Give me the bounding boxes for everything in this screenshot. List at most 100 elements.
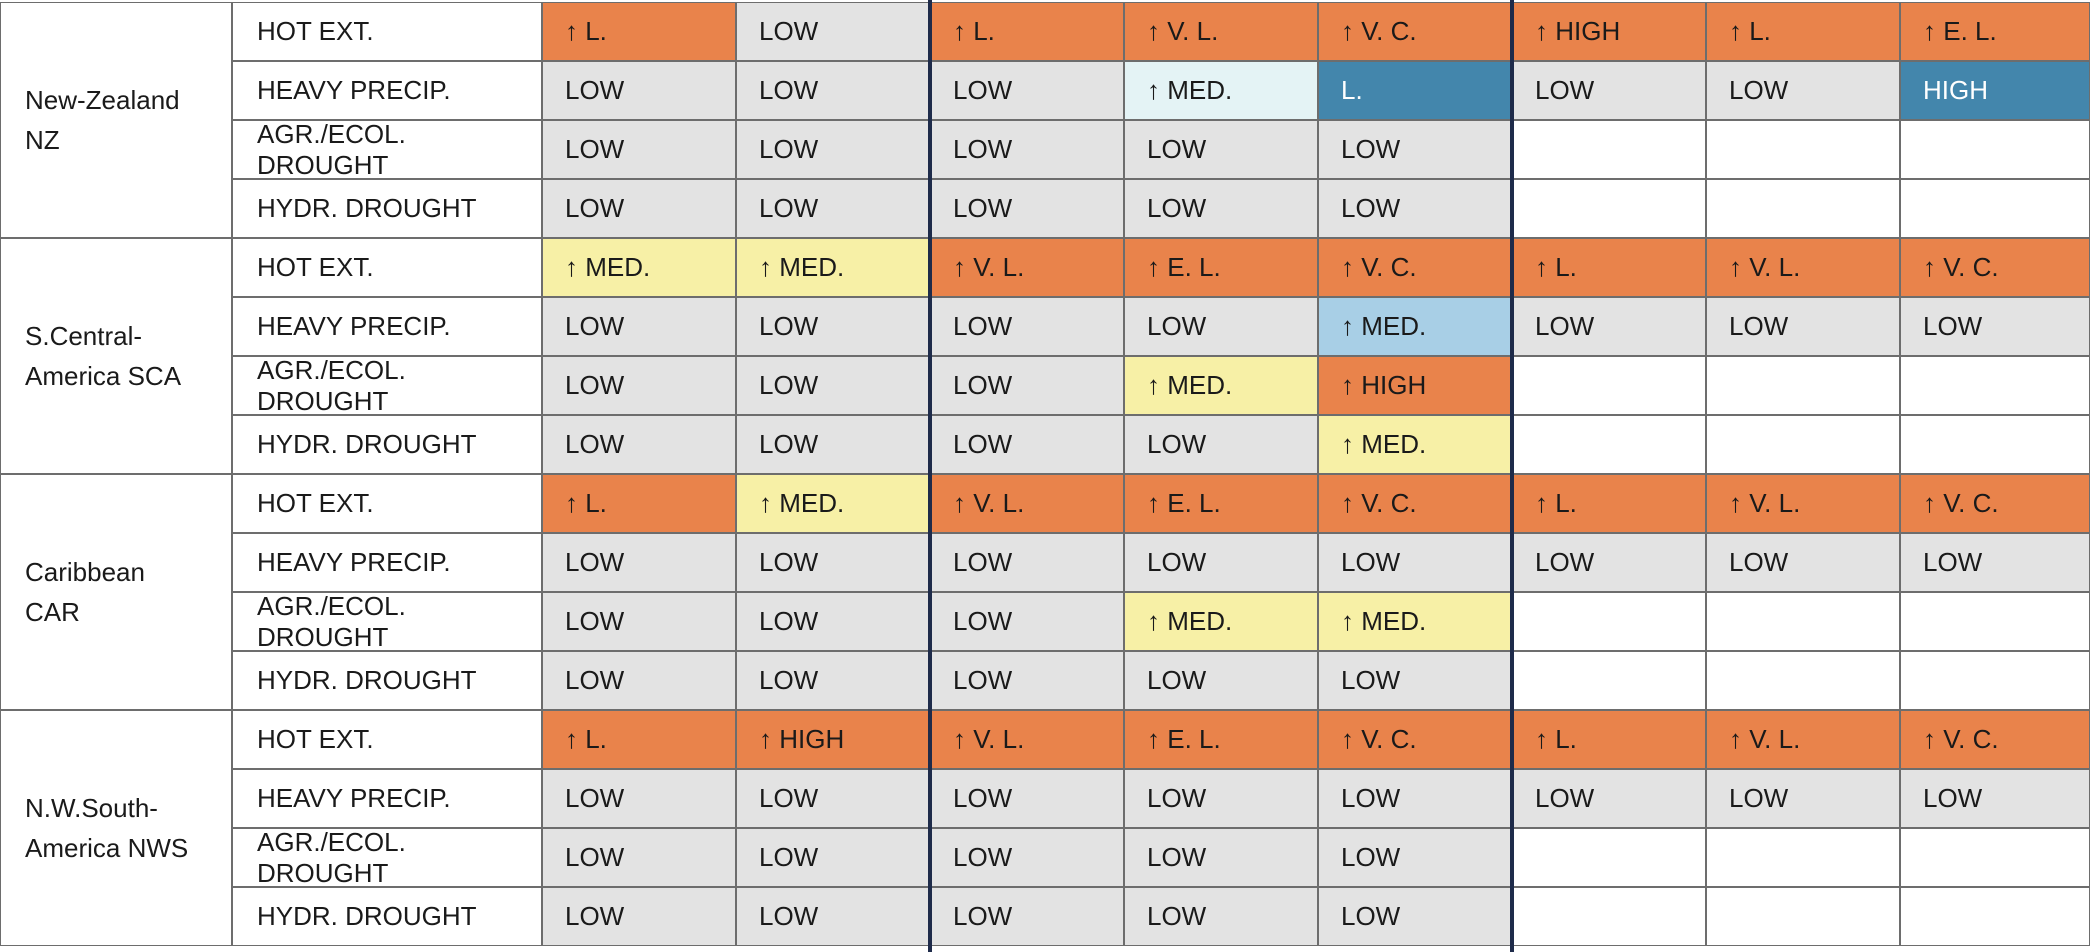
hazard-label: AGR./ECOL. DROUGHT: [232, 355, 542, 416]
assessment-cell: LOW: [736, 828, 930, 887]
assessment-cell: LOW: [1900, 769, 2090, 828]
assessment-cell: ↑ V. C.: [1900, 474, 2090, 533]
assessment-cell: [1900, 179, 2090, 238]
hazard-label: HEAVY PRECIP.: [232, 61, 542, 120]
assessment-cell: LOW: [930, 769, 1124, 828]
assessment-cell: LOW: [1124, 120, 1318, 179]
assessment-cell: LOW: [930, 356, 1124, 415]
assessment-cell: ↑ MED.: [1124, 592, 1318, 651]
assessment-cell: LOW: [1318, 887, 1512, 946]
assessment-cell: LOW: [542, 769, 736, 828]
assessment-cell: ↑ MED.: [1318, 297, 1512, 356]
assessment-cell: ↑ V. C.: [1900, 710, 2090, 769]
group-divider: [1510, 0, 1514, 952]
assessment-cell: LOW: [736, 651, 930, 710]
assessment-cell: LOW: [1900, 533, 2090, 592]
assessment-cell: ↑ V. L.: [1706, 474, 1900, 533]
assessment-cell: [1512, 887, 1706, 946]
region-label: New-Zealand NZ: [0, 2, 232, 238]
assessment-cell: ↑ HIGH: [1512, 2, 1706, 61]
assessment-cell: LOW: [1512, 533, 1706, 592]
assessment-cell: ↑ V. C.: [1318, 238, 1512, 297]
assessment-cell: ↑ V. L.: [930, 238, 1124, 297]
assessment-cell: LOW: [1124, 828, 1318, 887]
hazard-label: HEAVY PRECIP.: [232, 769, 542, 828]
assessment-cell: [1512, 179, 1706, 238]
hazard-label: AGR./ECOL. DROUGHT: [232, 827, 542, 888]
assessment-cell: [1706, 592, 1900, 651]
hazard-label: HYDR. DROUGHT: [232, 179, 542, 238]
assessment-cell: ↑ L.: [930, 2, 1124, 61]
assessment-cell: [1706, 828, 1900, 887]
hazard-label: HYDR. DROUGHT: [232, 887, 542, 946]
assessment-cell: LOW: [542, 651, 736, 710]
assessment-cell: LOW: [736, 61, 930, 120]
assessment-cell: ↑ V. C.: [1900, 238, 2090, 297]
assessment-cell: LOW: [930, 651, 1124, 710]
assessment-cell: LOW: [1706, 61, 1900, 120]
assessment-cell: [1512, 651, 1706, 710]
assessment-cell: [1900, 651, 2090, 710]
assessment-cell: LOW: [1318, 769, 1512, 828]
assessment-cell: LOW: [1706, 297, 1900, 356]
assessment-cell: LOW: [542, 61, 736, 120]
assessment-cell: L.: [1318, 61, 1512, 120]
assessment-cell: LOW: [736, 769, 930, 828]
assessment-cell: LOW: [930, 179, 1124, 238]
assessment-cell: LOW: [736, 356, 930, 415]
assessment-cell: ↑ L.: [1706, 2, 1900, 61]
assessment-cell: ↑ L.: [1512, 238, 1706, 297]
assessment-cell: [1706, 415, 1900, 474]
assessment-cell: [1900, 356, 2090, 415]
assessment-cell: [1512, 828, 1706, 887]
assessment-cell: LOW: [736, 2, 930, 61]
assessment-cell: LOW: [542, 297, 736, 356]
hazard-label: AGR./ECOL. DROUGHT: [232, 119, 542, 180]
assessment-cell: ↑ E. L.: [1900, 2, 2090, 61]
assessment-cell: LOW: [930, 120, 1124, 179]
hazard-label: HEAVY PRECIP.: [232, 297, 542, 356]
hazard-label: HOT EXT.: [232, 710, 542, 769]
assessment-cell: LOW: [542, 120, 736, 179]
assessment-cell: [1706, 651, 1900, 710]
hazard-label: HYDR. DROUGHT: [232, 415, 542, 474]
assessment-cell: LOW: [542, 415, 736, 474]
assessment-cell: ↑ MED.: [1124, 356, 1318, 415]
assessment-cell: [1900, 415, 2090, 474]
assessment-cell: ↑ L.: [542, 710, 736, 769]
assessment-cell: LOW: [930, 828, 1124, 887]
assessment-cell: LOW: [1318, 120, 1512, 179]
assessment-cell: [1512, 592, 1706, 651]
assessment-cell: LOW: [1706, 533, 1900, 592]
hazard-label: HOT EXT.: [232, 238, 542, 297]
assessment-cell: [1706, 179, 1900, 238]
assessment-cell: ↑ V. C.: [1318, 474, 1512, 533]
assessment-cell: LOW: [542, 887, 736, 946]
assessment-cell: ↑ E. L.: [1124, 238, 1318, 297]
assessment-cell: LOW: [736, 297, 930, 356]
hazard-label: HYDR. DROUGHT: [232, 651, 542, 710]
assessment-cell: [1706, 120, 1900, 179]
assessment-cell: LOW: [736, 887, 930, 946]
assessment-cell: LOW: [1512, 61, 1706, 120]
assessment-cell: LOW: [1124, 415, 1318, 474]
assessment-cell: ↑ V. L.: [1706, 238, 1900, 297]
assessment-cell: LOW: [1124, 651, 1318, 710]
assessment-cell: [1512, 120, 1706, 179]
assessment-cell: [1706, 887, 1900, 946]
assessment-cell: ↑ L.: [1512, 474, 1706, 533]
assessment-cell: [1900, 592, 2090, 651]
assessment-cell: LOW: [930, 533, 1124, 592]
assessment-cell: LOW: [542, 828, 736, 887]
assessment-cell: LOW: [1124, 179, 1318, 238]
group-divider: [928, 0, 932, 952]
assessment-cell: ↑ MED.: [1124, 61, 1318, 120]
assessment-cell: LOW: [930, 592, 1124, 651]
assessment-cell: LOW: [1512, 297, 1706, 356]
assessment-cell: ↑ HIGH: [736, 710, 930, 769]
assessment-cell: LOW: [930, 415, 1124, 474]
assessment-cell: LOW: [736, 592, 930, 651]
assessment-cell: [1512, 356, 1706, 415]
assessment-cell: LOW: [1124, 769, 1318, 828]
